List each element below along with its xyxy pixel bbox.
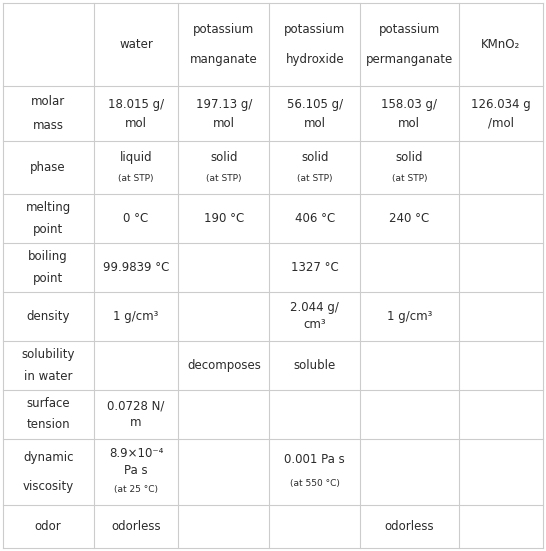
Text: Pa s: Pa s (124, 464, 148, 477)
Text: 190 °C: 190 °C (204, 212, 244, 225)
Text: mass: mass (33, 120, 64, 132)
Text: odorless: odorless (111, 520, 161, 533)
Text: molar: molar (31, 95, 66, 108)
Text: 1 g/cm³: 1 g/cm³ (114, 310, 159, 323)
Text: hydroxide: hydroxide (286, 53, 344, 66)
Text: potassium: potassium (284, 23, 346, 36)
Text: 2.044 g/: 2.044 g/ (290, 301, 339, 315)
Text: odorless: odorless (384, 520, 434, 533)
Text: 99.9839 °C: 99.9839 °C (103, 261, 169, 274)
Text: manganate: manganate (190, 53, 258, 66)
Text: 0.0728 N/: 0.0728 N/ (108, 399, 165, 412)
Text: point: point (33, 272, 63, 285)
Text: (at STP): (at STP) (118, 174, 154, 183)
Text: mol: mol (399, 117, 420, 130)
Text: solubility: solubility (21, 348, 75, 361)
Text: odor: odor (35, 520, 62, 533)
Text: mol: mol (125, 117, 147, 130)
Text: viscosity: viscosity (22, 480, 74, 493)
Text: 8.9×10⁻⁴: 8.9×10⁻⁴ (109, 447, 163, 460)
Text: water: water (119, 38, 153, 51)
Text: 1327 °C: 1327 °C (291, 261, 339, 274)
Text: (at STP): (at STP) (391, 174, 427, 183)
Text: 1 g/cm³: 1 g/cm³ (387, 310, 432, 323)
Text: point: point (33, 223, 63, 236)
Text: 197.13 g/: 197.13 g/ (195, 98, 252, 111)
Text: 18.015 g/: 18.015 g/ (108, 98, 164, 111)
Text: 240 °C: 240 °C (389, 212, 430, 225)
Text: cm³: cm³ (304, 318, 326, 332)
Text: density: density (26, 310, 70, 323)
Text: potassium: potassium (379, 23, 440, 36)
Text: m: m (130, 417, 142, 429)
Text: solid: solid (210, 150, 238, 164)
Text: melting: melting (26, 202, 71, 214)
Text: tension: tension (26, 419, 70, 431)
Text: soluble: soluble (294, 359, 336, 372)
Text: KMnO₂: KMnO₂ (481, 38, 520, 51)
Text: 158.03 g/: 158.03 g/ (381, 98, 437, 111)
Text: mol: mol (304, 117, 326, 130)
Text: permanganate: permanganate (366, 53, 453, 66)
Text: phase: phase (31, 161, 66, 174)
Text: decomposes: decomposes (187, 359, 261, 372)
Text: (at 550 °C): (at 550 °C) (290, 479, 340, 488)
Text: surface: surface (26, 397, 70, 410)
Text: 406 °C: 406 °C (295, 212, 335, 225)
Text: 126.034 g: 126.034 g (471, 98, 531, 111)
Text: mol: mol (213, 117, 235, 130)
Text: 0 °C: 0 °C (123, 212, 149, 225)
Text: solid: solid (396, 150, 423, 164)
Text: potassium: potassium (193, 23, 254, 36)
Text: 0.001 Pa s: 0.001 Pa s (284, 453, 345, 467)
Text: solid: solid (301, 150, 329, 164)
Text: boiling: boiling (28, 250, 68, 263)
Text: (at STP): (at STP) (206, 174, 242, 183)
Text: in water: in water (24, 370, 73, 382)
Text: (at STP): (at STP) (297, 174, 333, 183)
Text: liquid: liquid (120, 150, 152, 164)
Text: 56.105 g/: 56.105 g/ (287, 98, 343, 111)
Text: (at 25 °C): (at 25 °C) (114, 485, 158, 494)
Text: /mol: /mol (488, 117, 514, 130)
Text: dynamic: dynamic (23, 451, 73, 464)
